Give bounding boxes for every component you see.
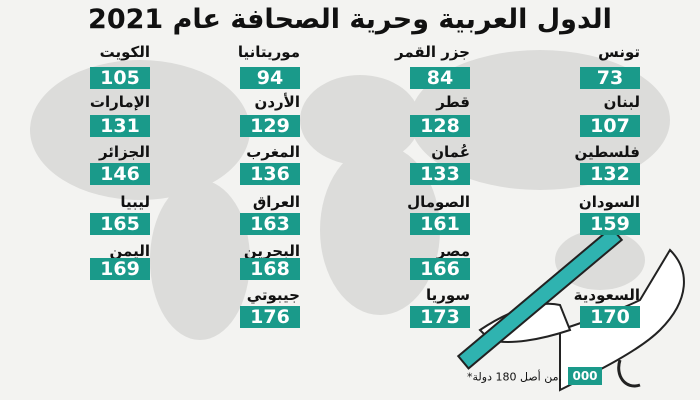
rank: 166 xyxy=(420,258,460,280)
rank: 73 xyxy=(597,67,623,89)
rank-box xyxy=(240,67,300,89)
country-name: جيبوتي xyxy=(247,286,300,304)
rank-box xyxy=(240,115,300,137)
rank: 84 xyxy=(427,67,453,89)
country-name: لبنان xyxy=(604,93,640,111)
country-name: المغرب xyxy=(246,143,300,161)
country-name: موريتانيا xyxy=(238,43,300,61)
title: الدول العربية وحرية الصحافة عام 2021 xyxy=(88,4,612,35)
rank: 107 xyxy=(590,115,630,137)
country-name: ليبيا xyxy=(120,193,150,211)
country-name: فلسطين xyxy=(575,143,640,161)
country-name: سوريا xyxy=(426,286,470,304)
rank: 129 xyxy=(250,115,290,137)
rank-box xyxy=(580,213,640,235)
rank-box xyxy=(580,67,640,89)
country-name: تونس xyxy=(598,43,640,61)
rank: 136 xyxy=(250,163,290,185)
rank: 128 xyxy=(420,115,460,137)
rank-box xyxy=(580,115,640,137)
rank-box xyxy=(410,213,470,235)
rank: 163 xyxy=(250,213,290,235)
rank-box xyxy=(240,163,300,185)
country-name: السودان xyxy=(579,193,640,211)
country-name: الإمارات xyxy=(90,93,150,111)
rank: 165 xyxy=(100,213,140,235)
country-name: الصومال xyxy=(407,193,470,211)
rank-box xyxy=(90,213,150,235)
rank-box xyxy=(90,67,150,89)
country-name: قطر xyxy=(435,93,470,111)
rank: 133 xyxy=(420,163,460,185)
rank-box xyxy=(410,67,470,89)
rank: 168 xyxy=(250,258,290,280)
country-name: مصر xyxy=(436,242,470,260)
rank: 169 xyxy=(100,258,140,280)
rank-box xyxy=(240,213,300,235)
rank-box xyxy=(410,115,470,137)
rank: 161 xyxy=(420,213,460,235)
country-name: البحرين xyxy=(244,242,300,260)
rank: 94 xyxy=(257,67,283,89)
footnote-box xyxy=(568,367,602,385)
rank: 105 xyxy=(100,67,140,89)
rank-box xyxy=(410,306,470,328)
rank: 159 xyxy=(590,213,630,235)
country-name: جزر القمر xyxy=(394,43,470,61)
rank: 131 xyxy=(100,115,140,137)
country-name: الكويت xyxy=(100,43,150,61)
rank: 132 xyxy=(590,163,630,185)
country-name: الأردن xyxy=(255,93,300,111)
rank-box xyxy=(90,163,150,185)
rank-box xyxy=(580,163,640,185)
rank: 146 xyxy=(100,163,140,185)
country-name: الجزائر xyxy=(98,143,150,161)
footnote: *من أصل 180 دولة. xyxy=(467,370,562,384)
country-name: عُمان xyxy=(431,143,470,161)
rank-box xyxy=(90,115,150,137)
rank: 173 xyxy=(420,306,460,328)
footnote-sample: 000 xyxy=(572,369,597,383)
rank-box xyxy=(410,163,470,185)
rank-box xyxy=(580,306,640,328)
rank-box xyxy=(240,306,300,328)
country-name: العراق xyxy=(253,193,300,211)
rank: 170 xyxy=(590,306,630,328)
rank-box xyxy=(240,258,300,280)
country-name: السعودية xyxy=(574,286,640,304)
rank-box xyxy=(410,258,470,280)
rank-box xyxy=(90,258,150,280)
country-name: اليمن xyxy=(110,242,150,260)
rank: 176 xyxy=(250,306,290,328)
